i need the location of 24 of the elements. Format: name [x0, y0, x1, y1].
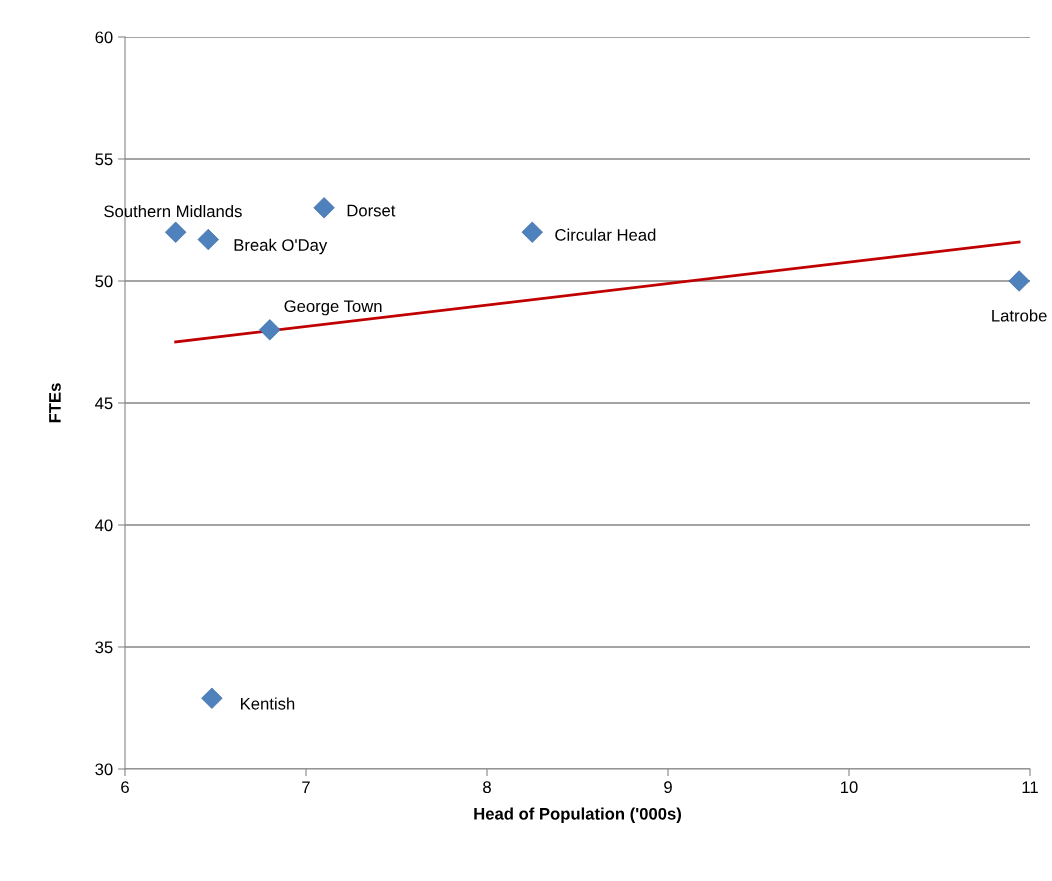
x-tick-label: 11 [1022, 781, 1038, 793]
y-tick-label: 50 [95, 275, 113, 288]
x-tick-label: 8 [483, 781, 491, 794]
point [197, 228, 219, 251]
x-tick-label: 9 [664, 781, 672, 794]
y-tick-label: 60 [95, 31, 113, 44]
y-tick-label: 55 [95, 153, 113, 166]
annotation: Southern Midlands [104, 204, 242, 218]
annotation: Break O'Day [234, 238, 328, 255]
x-tick-label: 10 [841, 781, 858, 794]
x-tick-label: 7 [302, 781, 310, 793]
annotation: Dorset [347, 204, 396, 217]
annotation: Latrobe [992, 309, 1047, 322]
x-tick-label: 6 [121, 781, 129, 794]
y-axis-title: FTEs [49, 383, 61, 423]
x-axis-title: Head of Population ('000s) [474, 807, 681, 823]
y-tick-label: 40 [95, 519, 113, 532]
annotation: Circular Head [555, 228, 656, 241]
y-tick-label: 30 [95, 763, 113, 776]
annotation: George Town [284, 300, 382, 316]
y-tick-label: 35 [95, 641, 113, 654]
annotation: Kentish [241, 697, 295, 710]
y-tick-label: 45 [95, 397, 113, 410]
point [521, 221, 543, 243]
